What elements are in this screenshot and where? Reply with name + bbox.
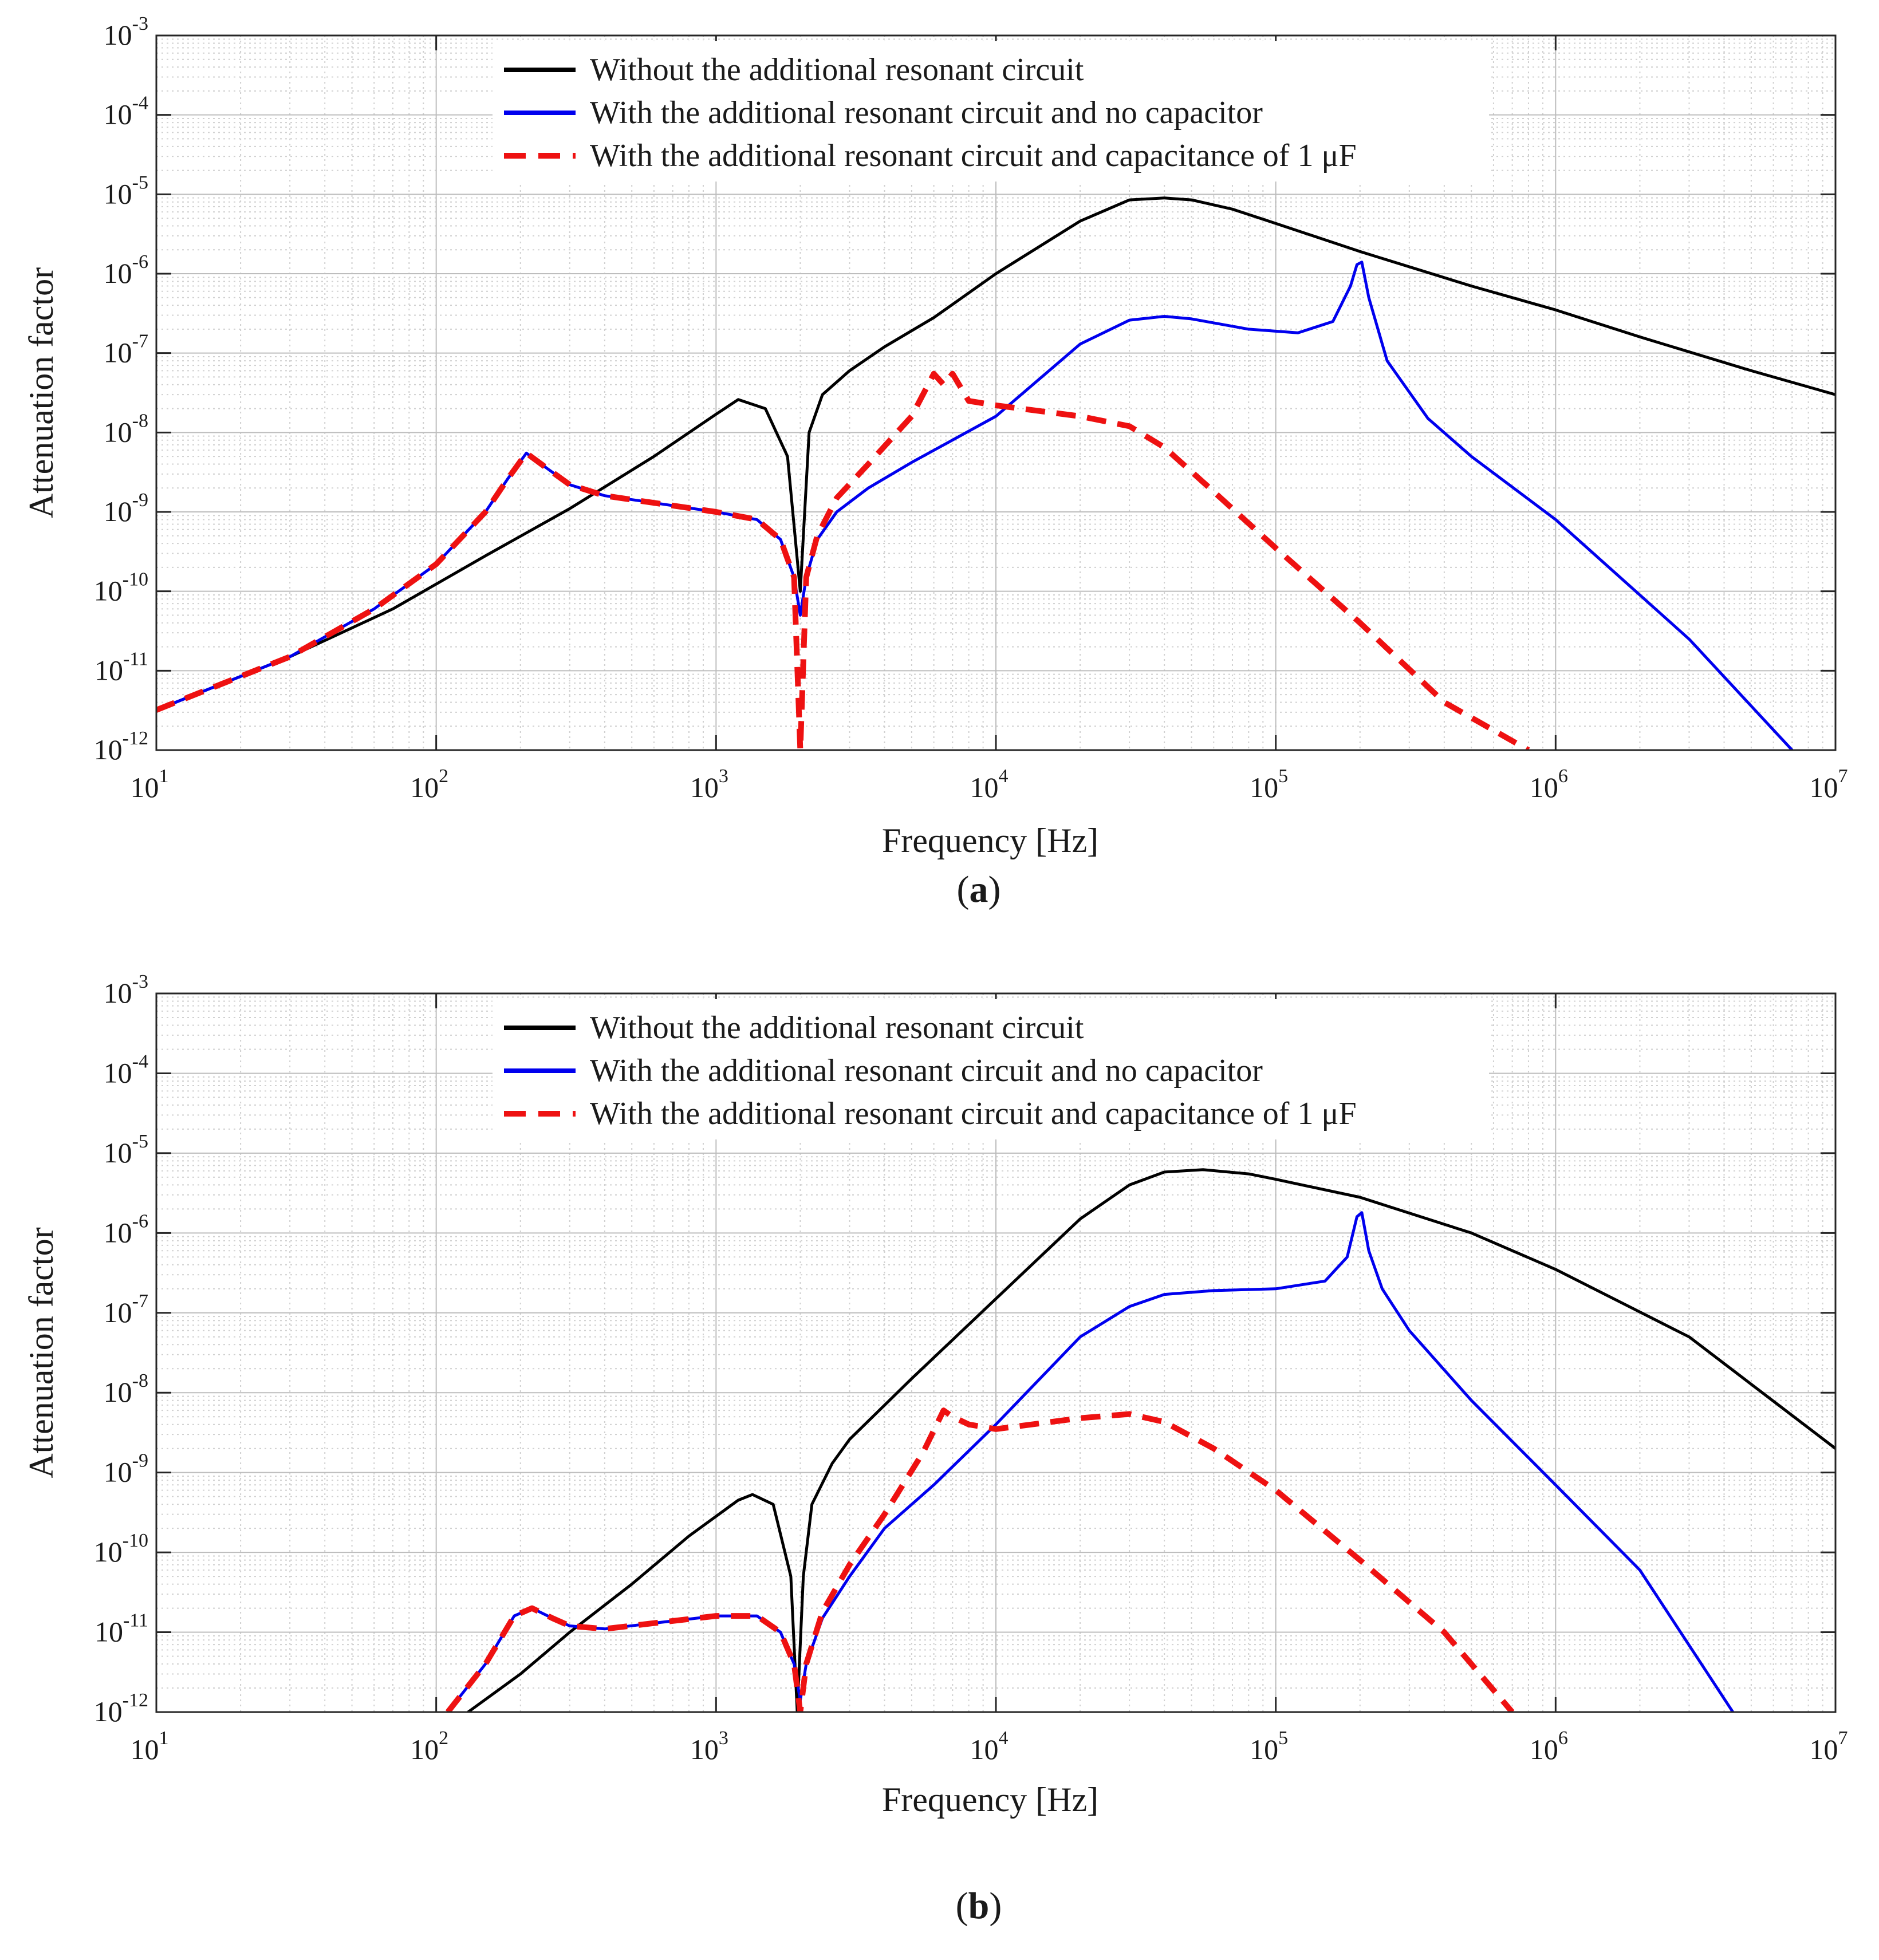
y-tick-label: 10-7 (104, 331, 148, 369)
legend-label-3: With the additional resonant circuit and… (590, 138, 1357, 173)
y-tick-label: 10-4 (104, 93, 148, 131)
legend-label-1: Without the additional resonant circuit (590, 52, 1084, 88)
x-tick-label: 103 (690, 766, 728, 803)
x-tick-label: 107 (1810, 1728, 1848, 1765)
y-tick-label: 10-6 (104, 1210, 148, 1248)
y-axis-label: Attenuation factor (22, 1227, 60, 1478)
x-tick-label: 103 (690, 1728, 728, 1765)
y-tick-label: 10-9 (104, 490, 148, 527)
y-tick-label: 10-4 (104, 1051, 148, 1089)
y-tick-label: 10-6 (104, 251, 148, 289)
x-tick-label: 101 (131, 1728, 169, 1765)
x-axis-label: Frequency [Hz] (882, 822, 1098, 859)
y-tick-label: 10-10 (94, 1530, 148, 1568)
y-tick-label: 10-10 (94, 569, 148, 607)
y-tick-label: 10-12 (94, 1690, 148, 1728)
legend-label-1: Without the additional resonant circuit (590, 1010, 1084, 1046)
x-tick-label: 104 (970, 766, 1009, 803)
legend-label-2: With the additional resonant circuit and… (590, 1053, 1263, 1089)
y-tick-label: 10-5 (104, 172, 148, 210)
y-tick-label: 10-3 (104, 971, 148, 1009)
y-tick-label: 10-9 (104, 1450, 148, 1488)
panel-caption: (a) (957, 869, 1001, 910)
y-tick-label: 10-11 (94, 1610, 148, 1648)
x-axis-label: Frequency [Hz] (882, 1781, 1098, 1819)
legend: Without the additional resonant circuit W… (493, 999, 1489, 1139)
x-tick-label: 102 (410, 1728, 448, 1765)
legend-label-3: With the additional resonant circuit and… (590, 1096, 1357, 1131)
series-line-3 (445, 1407, 1515, 1712)
y-tick-label: 10-3 (104, 13, 148, 51)
x-tick-label: 102 (410, 766, 448, 803)
panel-b-chart: 101 102 103 104 105 106 107 10-12 10-11 10-10 10-9… (22, 971, 1848, 1927)
panel-a-chart: 101 102 103 104 105 106 107 10-12 10-11 10-10 10-9… (22, 13, 1848, 910)
x-tick-label: 101 (131, 766, 169, 803)
y-tick-label: 10-8 (104, 1370, 148, 1408)
y-tick-label: 10-11 (94, 648, 148, 686)
y-tick-label: 10-7 (104, 1291, 148, 1328)
series-line-1 (467, 1168, 1835, 1712)
x-tick-label: 106 (1530, 766, 1568, 803)
y-tick-label: 10-12 (94, 728, 148, 766)
legend: Without the additional resonant circuit W… (493, 41, 1489, 182)
x-tick-label: 104 (970, 1728, 1009, 1765)
y-tick-label: 10-8 (104, 410, 148, 448)
x-tick-label: 105 (1250, 1728, 1288, 1765)
legend-label-2: With the additional resonant circuit and… (590, 95, 1263, 131)
x-tick-label: 105 (1250, 766, 1288, 803)
series-line-1 (156, 196, 1835, 712)
x-tick-label: 107 (1810, 766, 1848, 803)
x-tick-label: 106 (1530, 1728, 1568, 1765)
y-tick-label: 10-5 (104, 1131, 148, 1169)
panel-caption: (b) (956, 1885, 1002, 1927)
y-axis-label: Attenuation factor (22, 267, 60, 518)
series-line-3 (156, 370, 1530, 750)
